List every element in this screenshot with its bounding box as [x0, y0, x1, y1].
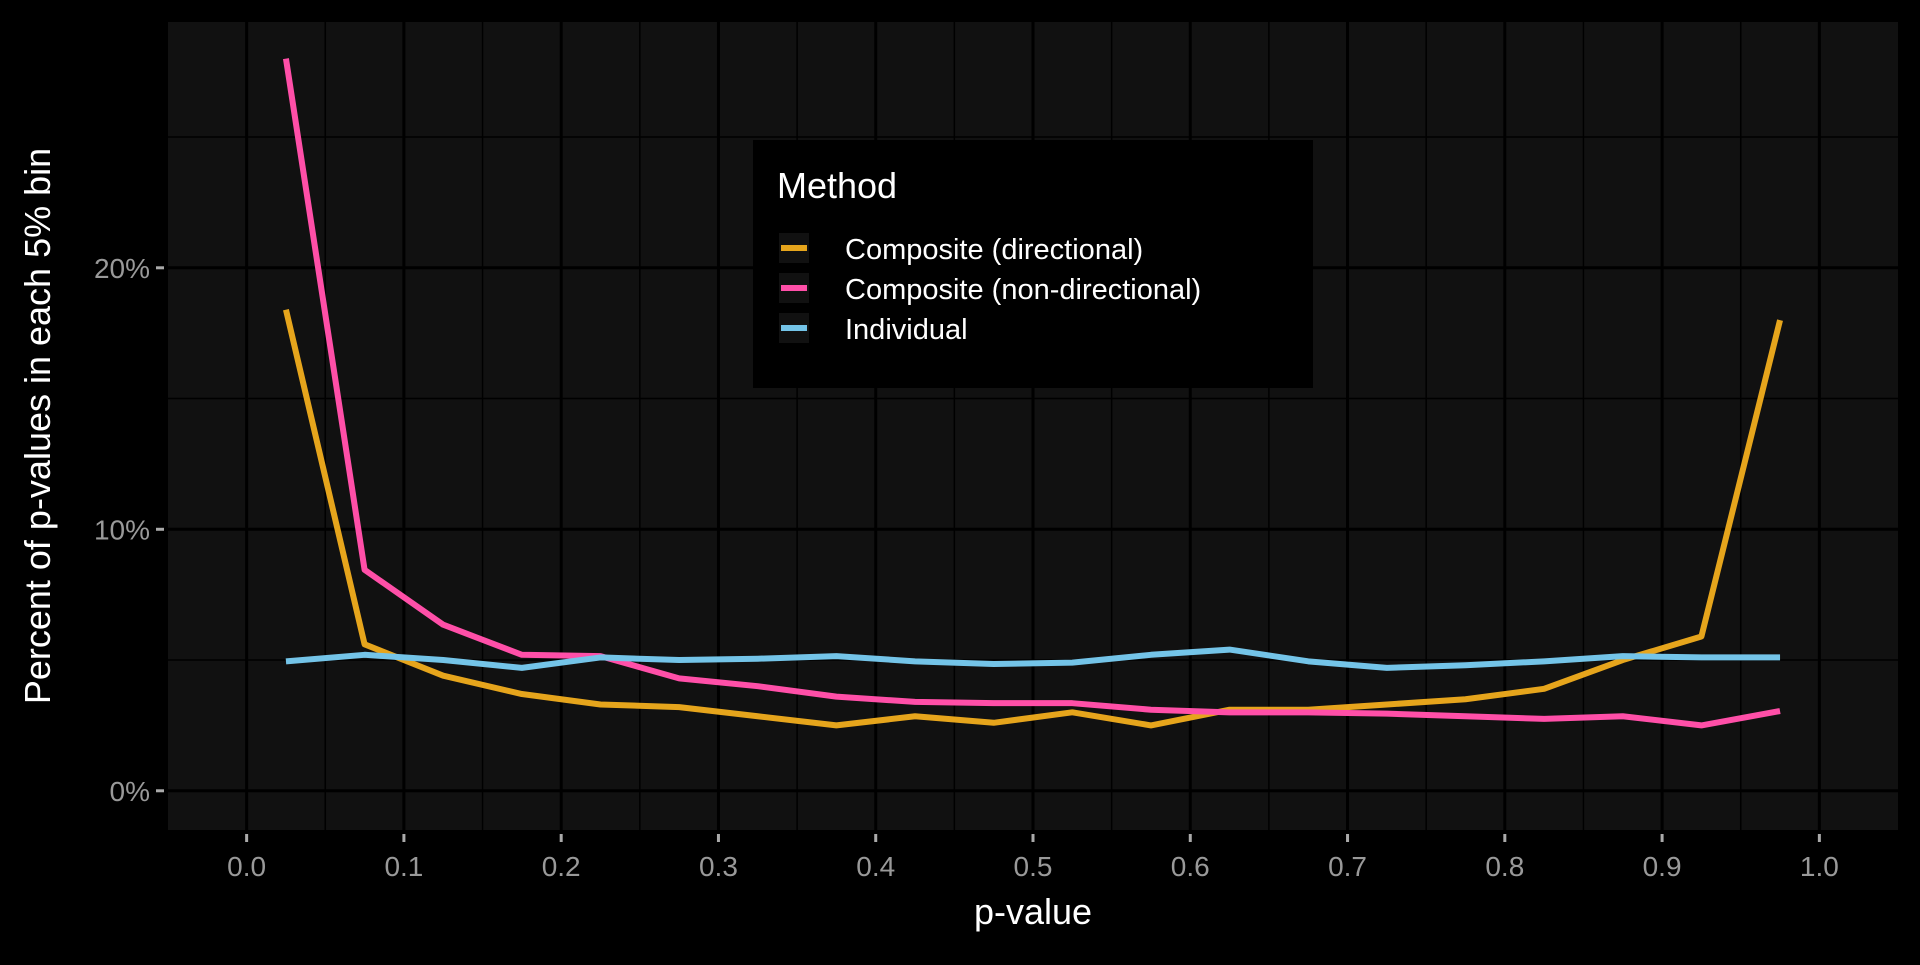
x-tick-label: 0.4 [856, 851, 895, 882]
x-axis-label: p-value [974, 891, 1092, 932]
x-tick-label: 1.0 [1800, 851, 1839, 882]
y-tick-label: 10% [94, 514, 150, 545]
series-line-1 [282, 58, 1781, 729]
x-tick-label: 0.9 [1643, 851, 1682, 882]
x-tick-label: 0.3 [699, 851, 738, 882]
series-lines [282, 58, 1783, 729]
series-line-0 [283, 308, 1783, 729]
series-line-2 [285, 646, 1781, 671]
x-tick-label: 0.7 [1328, 851, 1367, 882]
y-axis: 0% 10% 20% [94, 253, 164, 807]
x-tick-label: 0.5 [1014, 851, 1053, 882]
x-axis: 0.0 0.1 0.2 0.3 0.4 0.5 0.6 0.7 0.8 0.9 1.0 [227, 834, 1839, 882]
legend-item-label: Composite (directional) [845, 234, 1143, 266]
legend-item-label: Individual [845, 314, 968, 346]
legend-title: Method [777, 165, 897, 206]
legend: Method Composite (directional) Composite … [753, 140, 1313, 388]
y-tick-label: 20% [94, 253, 150, 284]
y-axis-label: Percent of p-values in each 5% bin [17, 148, 58, 704]
x-tick-label: 0.1 [384, 851, 423, 882]
legend-item-label: Composite (non-directional) [845, 274, 1201, 306]
x-tick-label: 0.8 [1485, 851, 1524, 882]
y-tick-label: 0% [110, 776, 150, 807]
x-tick-label: 0.6 [1171, 851, 1210, 882]
x-tick-label: 0.0 [227, 851, 266, 882]
x-tick-label: 0.2 [542, 851, 581, 882]
legend-box [753, 140, 1313, 388]
